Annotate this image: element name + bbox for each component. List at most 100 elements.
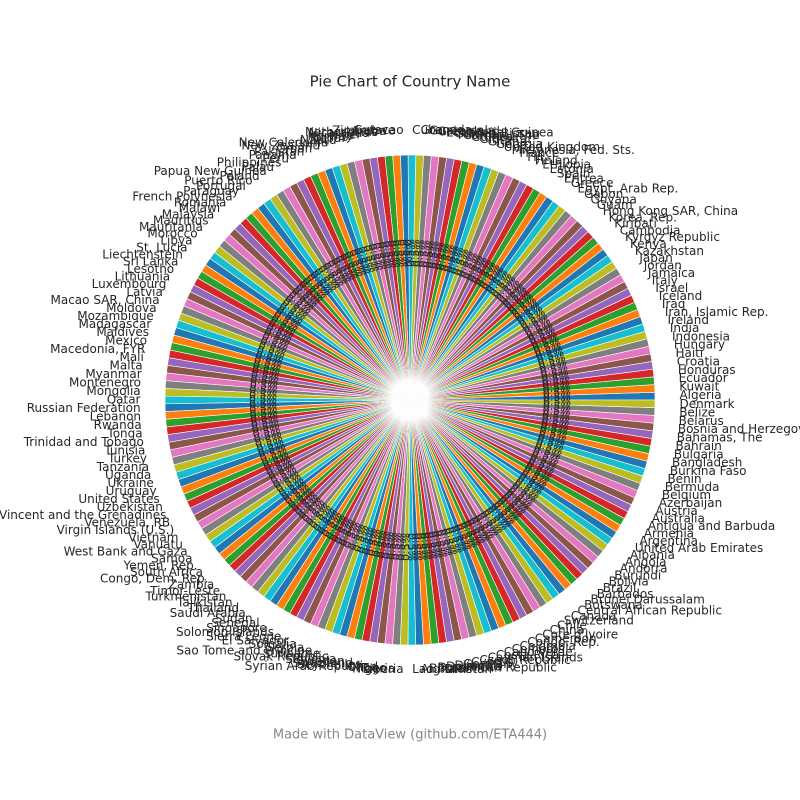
value-label: 0.5% bbox=[541, 370, 571, 387]
slice-label: Tunisia bbox=[103, 443, 145, 457]
slice-label: Finland bbox=[535, 154, 578, 168]
slice-label: Kyrgyz Republic bbox=[625, 230, 720, 244]
slice-label: Morocco bbox=[147, 227, 197, 241]
slice-label: Burkina Faso bbox=[670, 464, 747, 478]
slice-label: Brunei Darussalam bbox=[591, 593, 705, 607]
slice-label: Norway bbox=[307, 129, 353, 143]
value-label: 0.5% bbox=[374, 530, 392, 560]
slice-label: Papua New Guinea bbox=[154, 164, 267, 178]
value-label: 0.5% bbox=[249, 410, 278, 426]
value-label: 0.5% bbox=[250, 368, 280, 385]
pie-slice bbox=[409, 399, 656, 409]
value-label: 0.5% bbox=[384, 531, 400, 560]
slice-label: Greece bbox=[571, 176, 614, 190]
slice-label: Georgia bbox=[496, 137, 543, 151]
slice-label: Afghanistan bbox=[421, 662, 492, 676]
slice-label: Hong Kong SAR, China bbox=[603, 204, 738, 218]
slice-label: Swaziland bbox=[293, 656, 353, 670]
value-label: 0.5% bbox=[405, 533, 418, 561]
slice-label: Pakistan bbox=[254, 145, 304, 159]
slice-label: Sao Tome and Principe bbox=[176, 644, 312, 658]
slice-label: Korea, Rep. bbox=[609, 210, 677, 224]
slice-label: Azerbaijan bbox=[659, 496, 722, 510]
slice-label: Romania bbox=[174, 195, 226, 209]
slice-label: Solomon Islands bbox=[176, 625, 274, 639]
slice-label: Algeria bbox=[679, 388, 721, 402]
slice-label: Moldova bbox=[106, 301, 156, 315]
slice-label: Mauritania bbox=[139, 220, 203, 234]
slice-label: Iraq bbox=[662, 297, 685, 311]
slice-label: India bbox=[670, 321, 699, 335]
value-label: 0.5% bbox=[385, 239, 401, 268]
slice-label: Zimbabwe bbox=[332, 123, 395, 137]
slice-label: Nepal bbox=[310, 131, 345, 145]
slice-label: New Zealand bbox=[241, 138, 320, 152]
slice-label: Equatorial Guinea bbox=[446, 125, 554, 139]
slice-label: Liechtenstein bbox=[102, 247, 183, 261]
slice-label: Portugal bbox=[196, 179, 246, 193]
value-label: 0.5% bbox=[390, 239, 405, 268]
value-label: 0.5% bbox=[399, 533, 413, 561]
slice-label: Guatemala bbox=[429, 124, 495, 138]
slice-label: Slovenia bbox=[285, 652, 336, 666]
slice-label: Suriname bbox=[263, 647, 321, 661]
slice-label: Ukraine bbox=[107, 476, 153, 490]
slice-label: Montenegro bbox=[69, 375, 141, 389]
value-label: 0.5% bbox=[370, 241, 389, 271]
slice-label: St. Vincent and the Grenadines bbox=[0, 508, 166, 522]
slice-label: Sweden bbox=[297, 654, 344, 668]
slice-label: Bahrain bbox=[675, 439, 721, 453]
slice-label: Vanuatu bbox=[133, 538, 183, 552]
slice-label: Philippines bbox=[217, 156, 282, 170]
slice-label: Croatia bbox=[677, 354, 720, 368]
slice-label: Lithuania bbox=[115, 270, 171, 284]
value-label: 0.5% bbox=[380, 240, 397, 270]
slice-label: France bbox=[519, 146, 559, 160]
value-label: 0.5% bbox=[251, 422, 281, 441]
slice-label: West Bank and Gaza bbox=[64, 545, 188, 559]
value-label: 0.5% bbox=[425, 240, 442, 270]
value-label: 0.5% bbox=[249, 378, 278, 394]
slice-label: Tanzania bbox=[96, 460, 149, 474]
value-label: 0.5% bbox=[375, 240, 393, 270]
slice-label: Maldives bbox=[96, 325, 149, 339]
slice-label: Sri Lanka bbox=[123, 255, 178, 269]
slice-label: Togo bbox=[358, 661, 387, 675]
labels: Algeria 0.5% Kuwait 0.5% Ecuador 0.5% Honduras… bbox=[0, 123, 800, 676]
slice-label: Benin bbox=[667, 472, 701, 486]
slice-label: Singapore bbox=[206, 621, 267, 635]
value-label: 0.5% bbox=[249, 388, 277, 402]
slice-label: Mexico bbox=[105, 333, 147, 347]
slice-label: Mongolia bbox=[86, 384, 140, 398]
slice-label: Kuwait bbox=[679, 380, 719, 394]
slice-label: Haiti bbox=[675, 346, 703, 360]
slice-label: Seychelles bbox=[297, 658, 361, 672]
value-label: 0.5% bbox=[539, 360, 569, 378]
slice-label: Lao PDR bbox=[412, 662, 462, 676]
slice-label: Yemen, Rep. bbox=[123, 558, 198, 572]
slice-label: Russian Federation bbox=[27, 401, 141, 415]
footer: Made with DataView (github.com/ETA444) bbox=[273, 728, 547, 743]
slice-label: Curacao bbox=[354, 123, 404, 137]
value-label: 0.5% bbox=[409, 533, 423, 561]
slice-label: Belize bbox=[679, 405, 715, 419]
slice-label: Jordan bbox=[643, 258, 682, 272]
slice-label: Gabon bbox=[584, 187, 623, 201]
slice-label: Peru bbox=[262, 152, 289, 166]
value-label: 0.5% bbox=[538, 424, 568, 443]
value-label: 0.5% bbox=[379, 530, 396, 560]
slice-label: Guyana bbox=[591, 192, 637, 206]
slice-label: Estonia bbox=[550, 162, 594, 176]
value-label: 0.5% bbox=[413, 532, 428, 561]
slice-label: Argentina bbox=[639, 534, 698, 548]
slice-label: Venezuela, RB bbox=[84, 515, 170, 529]
slice-label: Central African Republic bbox=[578, 604, 722, 618]
slice-label: Bahamas, The bbox=[677, 431, 763, 445]
slice-label: Nauru bbox=[300, 133, 336, 147]
value-label: 0.5% bbox=[418, 532, 434, 561]
slice-label: Albania bbox=[630, 548, 675, 562]
value-label: 0.5% bbox=[408, 239, 422, 267]
slice-label: Virgin Islands (U.S.) bbox=[57, 523, 175, 537]
value-label: 0.5% bbox=[429, 241, 447, 271]
slice-label: French Polynesia bbox=[132, 190, 232, 204]
